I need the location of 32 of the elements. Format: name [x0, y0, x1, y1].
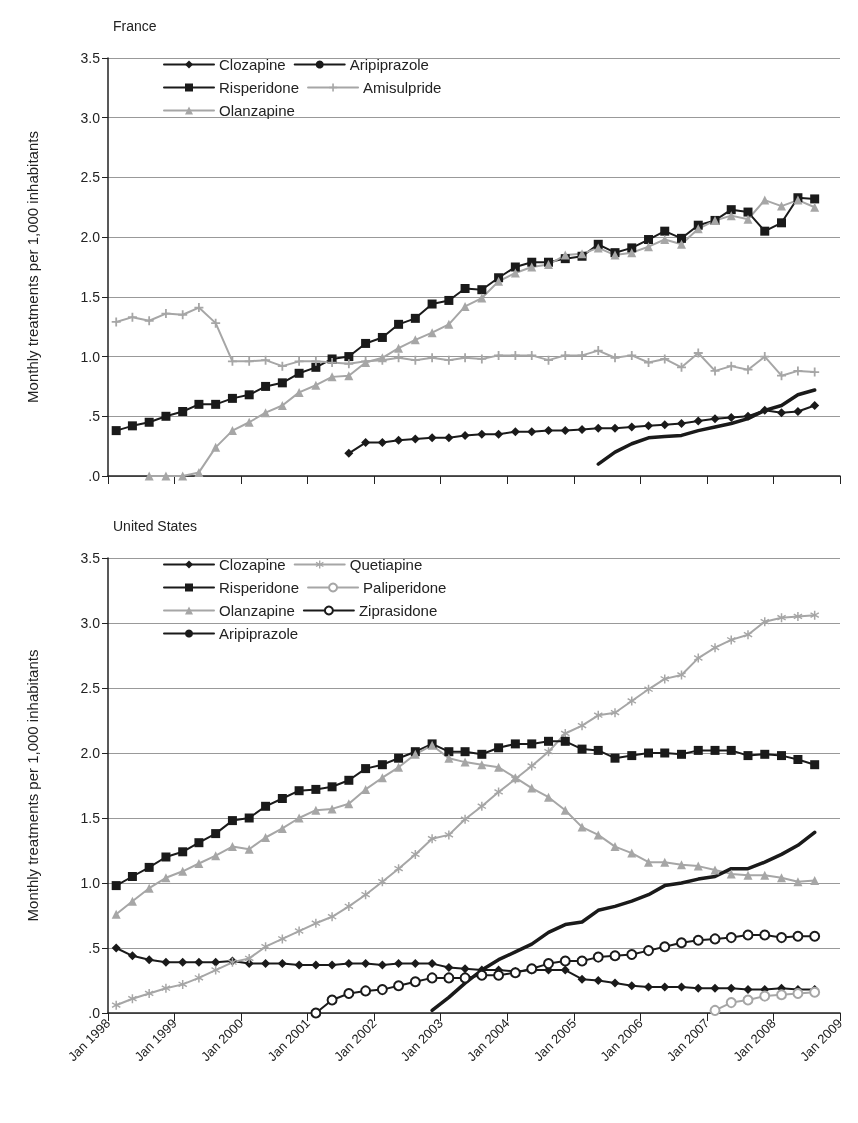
y-tick-label: 3.0: [80, 109, 101, 126]
y-tick-label: 3.0: [80, 615, 101, 631]
legend-label: Risperidone: [219, 79, 300, 96]
y-tick-label: .0: [88, 468, 101, 484]
y-tick-label: 1.5: [80, 288, 101, 305]
y-tick-label: 1.0: [80, 875, 101, 891]
y-tick-label: .0: [88, 1005, 101, 1021]
y-tick-label: 2.0: [80, 745, 101, 761]
legend-label: Quetiapine: [349, 556, 423, 573]
legend-label: Clozapine: [219, 556, 286, 573]
legend-label: Paliperidone: [363, 579, 447, 596]
y-axis-title: Monthly treatments per 1,000 inhabitants: [24, 649, 41, 922]
y-tick-label: 2.5: [80, 680, 101, 696]
legend-label: Olanzapine: [219, 602, 295, 619]
y-tick-label: .5: [88, 408, 101, 425]
legend-label: Clozapine: [219, 56, 286, 73]
legend-label: Aripiprazole: [349, 56, 429, 73]
y-tick-label: 2.5: [80, 169, 101, 186]
y-tick-label: 3.5: [80, 550, 101, 566]
legend-label: Risperidone: [219, 579, 300, 596]
legend-label: Amisulpride: [363, 79, 442, 96]
chart-title: France: [113, 18, 157, 34]
y-tick-label: 1.5: [80, 810, 101, 826]
y-tick-label: 3.5: [80, 50, 101, 66]
y-tick-label: 1.0: [80, 348, 101, 365]
y-tick-label: 2.0: [80, 229, 101, 246]
y-tick-label: .5: [88, 940, 101, 956]
legend-label: Olanzapine: [219, 102, 295, 119]
y-axis-title: Monthly treatments per 1,000 inhabitants: [24, 131, 41, 403]
legend-label: Ziprasidone: [358, 602, 438, 619]
chart-title: United States: [113, 518, 198, 534]
legend-label: Aripiprazole: [219, 625, 299, 642]
